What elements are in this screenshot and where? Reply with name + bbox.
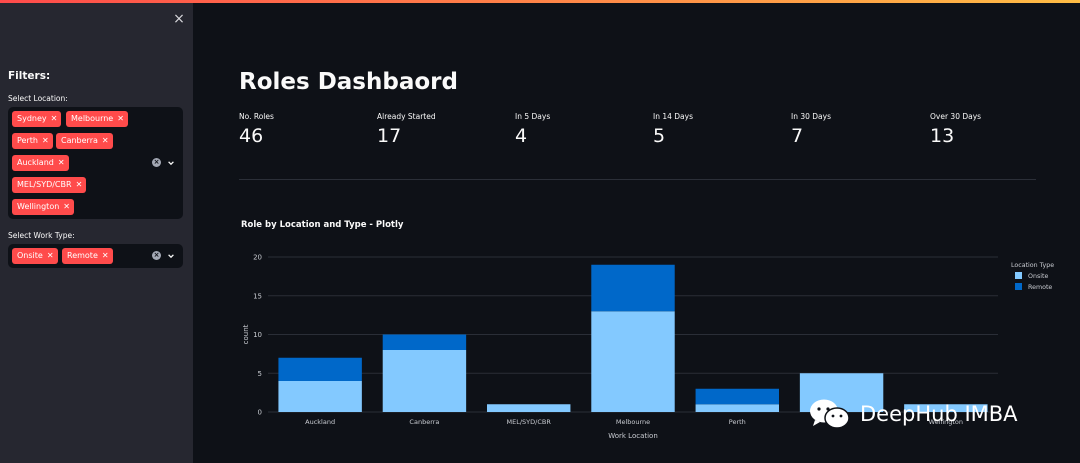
y-axis-title: count xyxy=(242,324,250,344)
legend-title: Location Type xyxy=(1011,262,1054,269)
metric-label: In 30 Days xyxy=(791,112,831,121)
remove-chip-icon[interactable]: ✕ xyxy=(50,114,58,123)
bar-onsite[interactable] xyxy=(278,381,362,412)
metric-label: Already Started xyxy=(377,112,436,121)
metric-value: 13 xyxy=(930,125,955,147)
location-chip[interactable]: MEL/SYD/CBR ✕ xyxy=(12,177,87,193)
bar-remote[interactable] xyxy=(591,264,675,312)
work-type-chip[interactable]: Onsite ✕ xyxy=(12,248,58,264)
close-icon: × xyxy=(173,11,185,27)
y-tick-label: 15 xyxy=(253,292,262,300)
top-decoration-bar xyxy=(0,0,1080,3)
chevron-down-icon[interactable] xyxy=(167,252,175,260)
location-chip[interactable]: Auckland ✕ xyxy=(12,155,69,171)
legend-swatch xyxy=(1015,283,1022,290)
close-sidebar-button[interactable]: × xyxy=(170,10,188,28)
clear-all-icon[interactable]: × xyxy=(152,251,161,260)
metric-label: No. Roles xyxy=(239,112,274,121)
y-tick-label: 5 xyxy=(258,370,262,378)
remove-chip-icon[interactable]: ✕ xyxy=(41,136,49,145)
metric-in-14-days: In 14 Days 5 xyxy=(653,112,791,147)
location-chip[interactable]: Canberra ✕ xyxy=(56,133,113,149)
metric-value: 17 xyxy=(377,125,402,147)
legend-swatch xyxy=(1015,272,1022,279)
location-multiselect[interactable]: Sydney ✕ Melbourne ✕ Perth ✕ Canberra ✕ Auck… xyxy=(8,107,183,219)
chart-title: Role by Location and Type - Plotly xyxy=(241,220,404,230)
main-content: Roles Dashbaord No. Roles 46 Already Sta… xyxy=(193,3,1080,463)
x-axis-title: Work Location xyxy=(608,432,658,440)
location-chip[interactable]: Wellington ✕ xyxy=(12,199,74,215)
watermark-text: DeepHub IMBA xyxy=(860,402,1018,426)
metric-no-roles: No. Roles 46 xyxy=(239,112,377,147)
remove-chip-icon[interactable]: ✕ xyxy=(101,136,109,145)
metric-label: In 14 Days xyxy=(653,112,693,121)
watermark: DeepHub IMBA xyxy=(808,396,1018,432)
work-type-multiselect[interactable]: Onsite ✕ Remote ✕ × xyxy=(8,244,183,268)
bar-remote[interactable] xyxy=(382,334,467,351)
x-tick-label: MEL/SYD/CBR xyxy=(507,418,552,426)
metric-value: 7 xyxy=(791,125,804,147)
metric-in-5-days: In 5 Days 4 xyxy=(515,112,653,147)
page-title: Roles Dashbaord xyxy=(239,69,458,95)
x-tick-label: Auckland xyxy=(305,418,335,426)
location-chip[interactable]: Melbourne ✕ xyxy=(66,111,128,127)
metric-over-30-days: Over 30 Days 13 xyxy=(930,112,1068,147)
chevron-down-icon[interactable] xyxy=(167,159,175,167)
clear-all-icon[interactable]: × xyxy=(152,158,161,167)
remove-chip-icon[interactable]: ✕ xyxy=(63,202,70,211)
filters-title: Filters: xyxy=(8,70,51,82)
bar-chart[interactable]: 0 5 10 15 20 Auckland Canberra MEL/SYD/CBR Melbo… xyxy=(233,213,1080,463)
x-tick-label: Melbourne xyxy=(616,418,650,426)
work-type-select-label: Select Work Type: xyxy=(8,231,75,240)
bar-remote[interactable] xyxy=(695,388,779,405)
legend-label: Remote xyxy=(1028,284,1052,291)
x-tick-label: Perth xyxy=(729,418,746,426)
bar-onsite[interactable] xyxy=(591,311,675,412)
y-tick-label: 10 xyxy=(253,331,262,339)
plotly-chart[interactable]: Role by Location and Type - Plotly 0 5 10 1… xyxy=(233,213,1080,463)
legend-label: Onsite xyxy=(1028,273,1048,280)
section-divider xyxy=(239,179,1036,180)
location-chip[interactable]: Sydney ✕ xyxy=(12,111,62,127)
metric-value: 4 xyxy=(515,125,528,147)
remove-chip-icon[interactable]: ✕ xyxy=(57,158,65,167)
work-type-chip[interactable]: Remote ✕ xyxy=(62,248,113,264)
x-tick-label: Wellington xyxy=(929,418,963,426)
bar-onsite[interactable] xyxy=(382,350,467,412)
bar-onsite[interactable] xyxy=(487,404,571,412)
remove-chip-icon[interactable]: ✕ xyxy=(75,180,83,189)
metric-label: Over 30 Days xyxy=(930,112,982,121)
location-select-label: Select Location: xyxy=(8,94,68,103)
y-tick-label: 20 xyxy=(253,254,262,262)
bar-onsite[interactable] xyxy=(904,404,988,412)
location-chip[interactable]: Perth ✕ xyxy=(12,133,53,149)
metric-value: 46 xyxy=(239,125,264,147)
metric-already-started: Already Started 17 xyxy=(377,112,515,147)
metric-in-30-days: In 30 Days 7 xyxy=(791,112,929,147)
remove-chip-icon[interactable]: ✕ xyxy=(46,251,54,260)
sidebar: × Filters: Select Location: Sydney ✕ Melb… xyxy=(0,3,193,463)
bar-onsite[interactable] xyxy=(695,404,779,412)
remove-chip-icon[interactable]: ✕ xyxy=(117,114,124,123)
remove-chip-icon[interactable]: ✕ xyxy=(101,251,109,260)
location-controls: × xyxy=(152,158,175,167)
metric-value: 5 xyxy=(653,125,666,147)
x-tick-label: Canberra xyxy=(409,418,439,426)
bar-remote[interactable] xyxy=(278,357,362,381)
work-type-controls: × xyxy=(152,251,175,260)
wechat-icon xyxy=(810,399,850,429)
y-tick-label: 0 xyxy=(258,409,262,417)
metric-label: In 5 Days xyxy=(515,112,551,121)
